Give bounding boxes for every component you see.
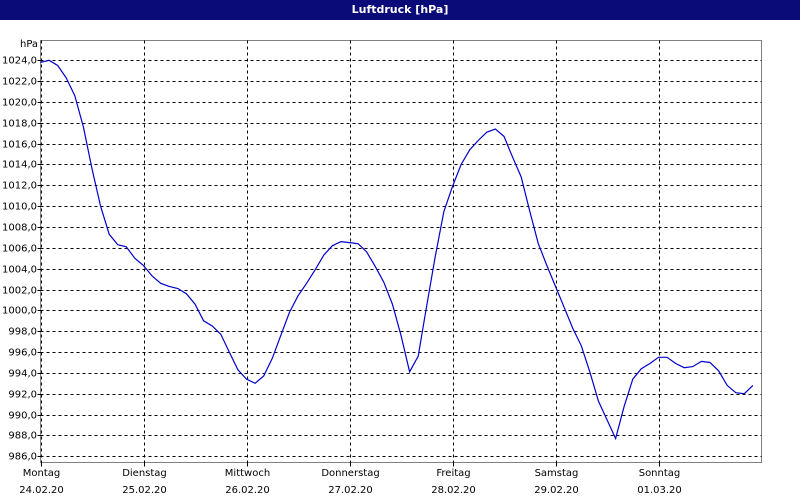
y-axis-unit: hPa — [20, 39, 38, 50]
y-tick-label: 988,0 — [8, 431, 37, 442]
y-tick-label: 1006,0 — [2, 244, 37, 255]
x-tick-label: Donnerstag — [321, 468, 379, 479]
x-tick-date: 29.02.20 — [534, 485, 579, 496]
x-tick-label: Sonntag — [639, 468, 681, 479]
y-tick-label: 1022,0 — [2, 77, 37, 88]
x-tick-date: 26.02.20 — [225, 485, 270, 496]
y-tick-label: 1016,0 — [2, 140, 37, 151]
x-tick-date: 25.02.20 — [122, 485, 167, 496]
x-tick-label: Freitag — [436, 468, 470, 479]
x-tick-label: Samstag — [535, 468, 579, 479]
y-tick-label: 994,0 — [8, 369, 37, 380]
y-tick-label: 990,0 — [8, 411, 37, 422]
y-tick-label: 1000,0 — [2, 306, 37, 317]
y-tick-label: 1012,0 — [2, 181, 37, 192]
x-tick-date: 24.02.20 — [19, 485, 64, 496]
x-tick-label: Montag — [23, 468, 60, 479]
y-tick-label: 986,0 — [8, 452, 37, 463]
y-tick-label: 1010,0 — [2, 202, 37, 213]
data-line — [40, 59, 754, 441]
y-tick-label: 1008,0 — [2, 223, 37, 234]
y-tick-label: 1020,0 — [2, 98, 37, 109]
y-tick-label: 1014,0 — [2, 160, 37, 171]
y-tick-label: 1024,0 — [2, 56, 37, 67]
x-tick-date: 27.02.20 — [328, 485, 373, 496]
y-tick-label: 1018,0 — [2, 119, 37, 130]
y-tick-label: 996,0 — [8, 348, 37, 359]
x-tick-date: 28.02.20 — [431, 485, 476, 496]
chart-title: Luftdruck [hPa] — [352, 3, 449, 16]
title-bar — [0, 0, 800, 20]
plot-frame — [40, 40, 762, 463]
y-tick-label: 1002,0 — [2, 286, 37, 297]
y-tick-label: 992,0 — [8, 390, 37, 401]
x-tick-date: 01.03.20 — [637, 485, 682, 496]
y-tick-label: 998,0 — [8, 327, 37, 338]
x-tick-label: Dienstag — [122, 468, 167, 479]
x-tick-label: Mittwoch — [225, 468, 270, 479]
y-tick-label: 1004,0 — [2, 265, 37, 276]
